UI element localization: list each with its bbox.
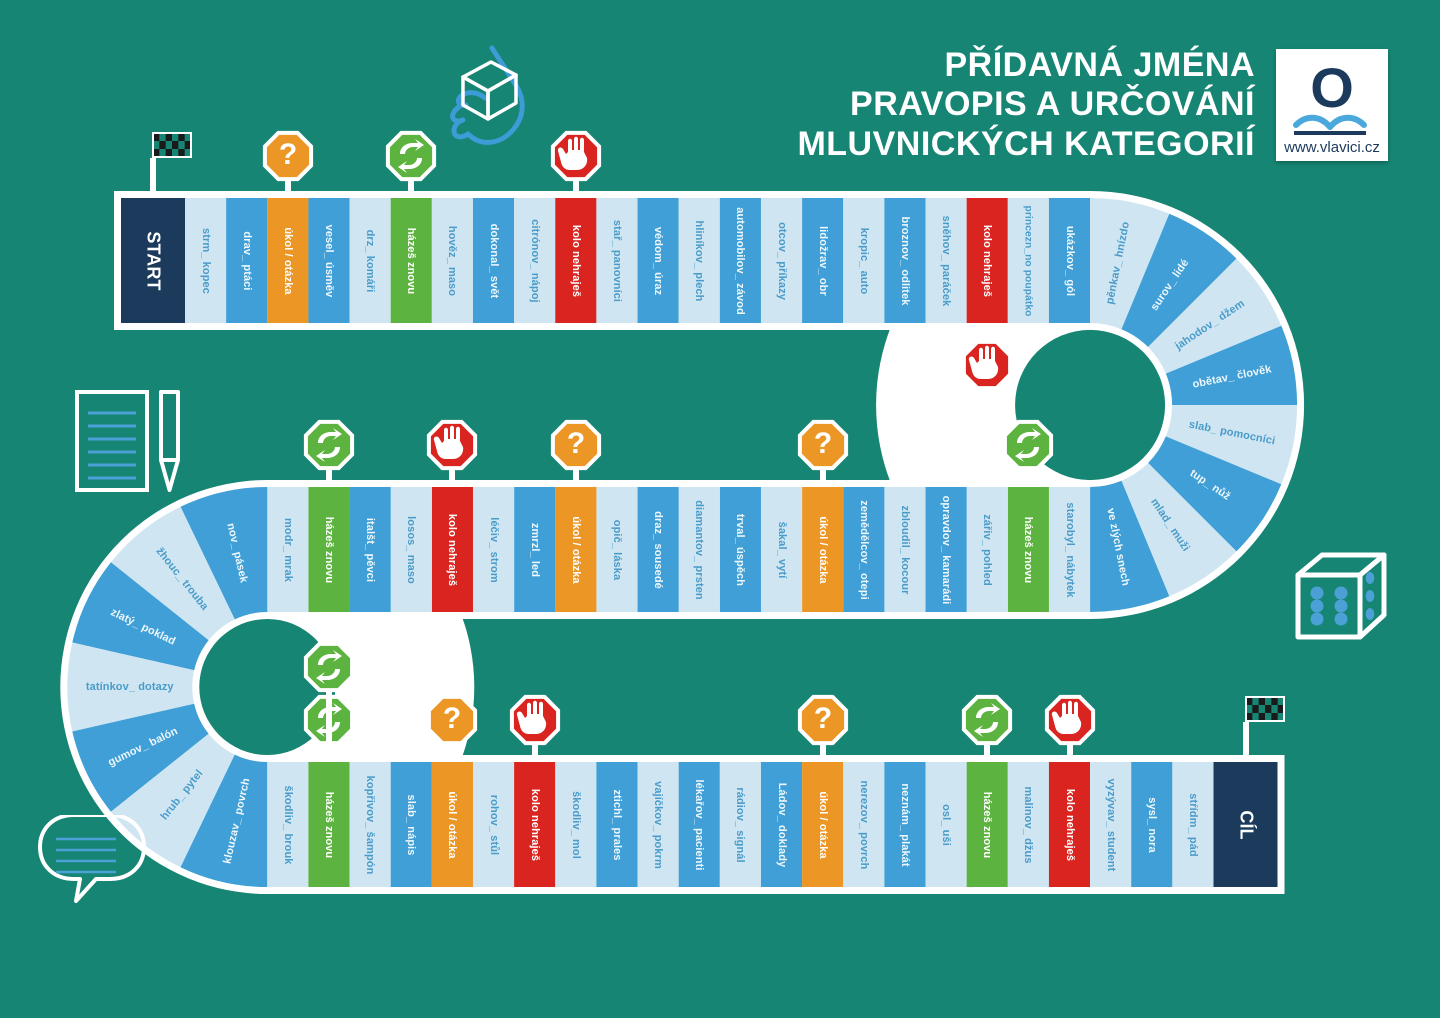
svg-text:?: ?: [279, 138, 297, 171]
svg-text:?: ?: [443, 702, 461, 735]
svg-text:?: ?: [813, 702, 831, 735]
svg-text:?: ?: [813, 427, 831, 460]
svg-text:?: ?: [567, 427, 585, 460]
